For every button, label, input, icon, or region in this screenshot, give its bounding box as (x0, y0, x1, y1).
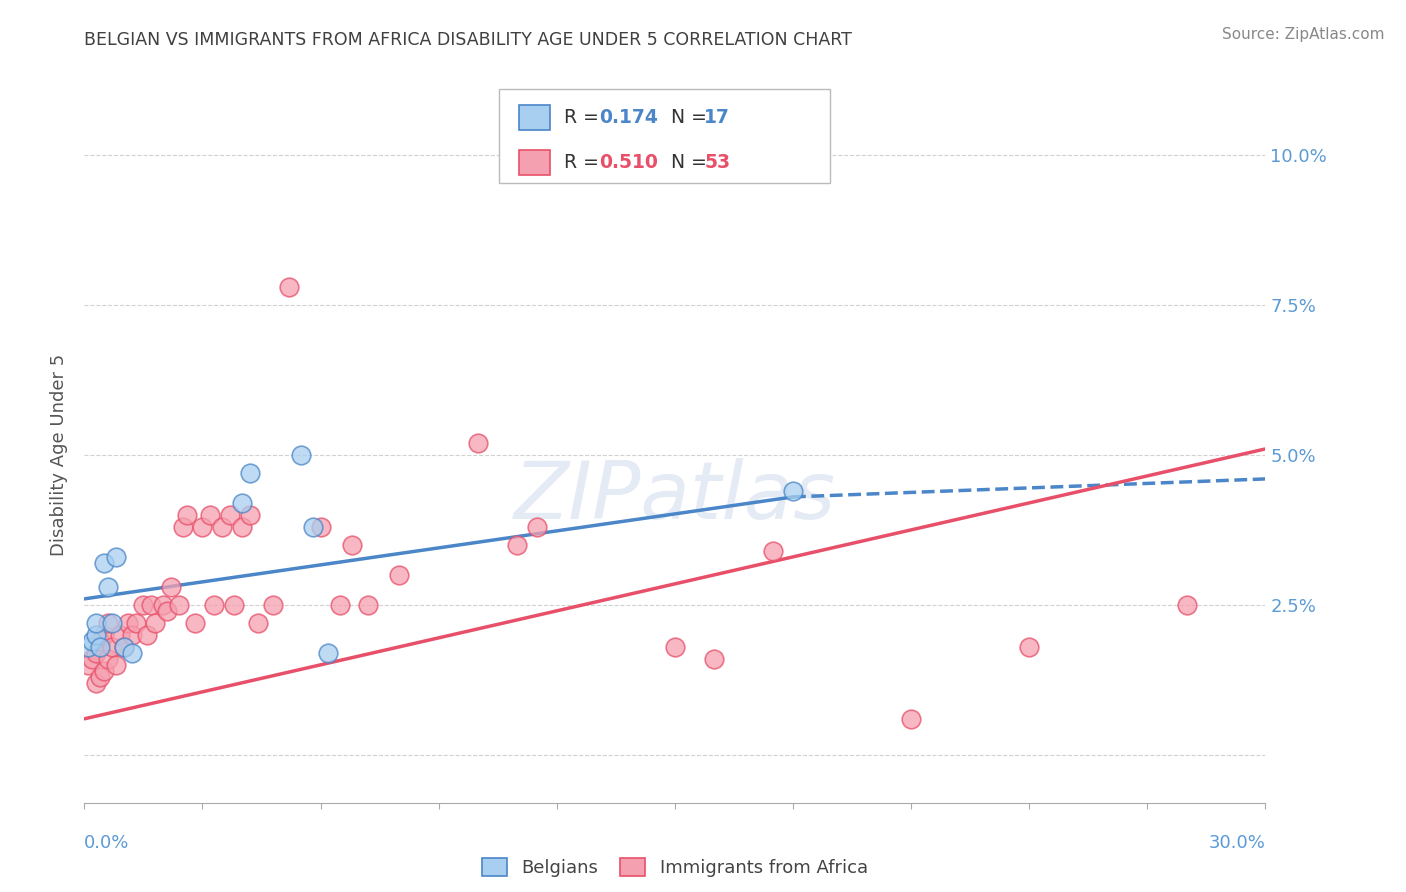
Text: R =: R = (564, 108, 605, 127)
Text: 53: 53 (704, 153, 731, 172)
Point (290, 448, 312, 462)
Point (301, 520, 323, 534)
Point (318, 646, 340, 660)
Point (121, 628, 143, 642)
Point (104, 657, 127, 672)
Point (143, 615, 166, 630)
Point (1018, 640, 1040, 654)
Point (84, 615, 107, 630)
Point (340, 538, 363, 552)
Point (191, 520, 214, 534)
Text: N =: N = (659, 153, 713, 172)
Point (93, 628, 115, 642)
Text: 0.0%: 0.0% (84, 834, 129, 852)
Point (97, 580, 120, 594)
Text: 17: 17 (704, 108, 730, 127)
Text: 0.510: 0.510 (599, 153, 658, 172)
Point (82, 633, 104, 648)
Point (104, 549, 127, 564)
Text: ZIPatlas: ZIPatlas (513, 458, 837, 536)
Point (101, 615, 124, 630)
Point (117, 615, 139, 630)
Point (124, 615, 146, 630)
Point (211, 520, 233, 534)
Point (84, 676, 107, 690)
Point (97, 615, 120, 630)
Point (89, 670, 111, 684)
Point (262, 598, 284, 612)
Text: N =: N = (659, 108, 713, 127)
Point (231, 496, 253, 510)
Point (84, 628, 107, 642)
Point (506, 538, 529, 552)
Point (89, 633, 111, 648)
Point (200, 508, 222, 522)
Point (762, 544, 785, 558)
Point (239, 466, 262, 480)
Point (93, 556, 115, 570)
Point (112, 640, 135, 654)
Point (141, 598, 163, 612)
Point (84, 646, 107, 660)
Point (183, 615, 205, 630)
Point (136, 628, 159, 642)
Point (329, 598, 352, 612)
Text: BELGIAN VS IMMIGRANTS FROM AFRICA DISABILITY AGE UNDER 5 CORRELATION CHART: BELGIAN VS IMMIGRANTS FROM AFRICA DISABI… (84, 31, 852, 49)
Point (101, 640, 124, 654)
Point (703, 652, 725, 666)
Point (152, 598, 174, 612)
Point (77, 640, 100, 654)
Point (160, 580, 183, 594)
Point (132, 598, 155, 612)
Point (222, 598, 245, 612)
Point (121, 646, 143, 660)
Point (82, 652, 104, 666)
Point (526, 520, 548, 534)
Point (246, 615, 269, 630)
Point (176, 508, 198, 522)
Point (77, 657, 100, 672)
Point (309, 520, 332, 534)
Point (202, 598, 225, 612)
Point (108, 628, 131, 642)
Point (97, 652, 120, 666)
Point (900, 712, 922, 726)
Point (112, 640, 135, 654)
Text: Source: ZipAtlas.com: Source: ZipAtlas.com (1222, 27, 1385, 42)
Text: 30.0%: 30.0% (1209, 834, 1265, 852)
Point (231, 520, 253, 534)
Point (167, 598, 190, 612)
Y-axis label: Disability Age Under 5: Disability Age Under 5 (49, 354, 67, 556)
Point (388, 567, 411, 582)
Point (239, 508, 262, 522)
Point (664, 640, 686, 654)
Point (89, 640, 111, 654)
Point (156, 604, 179, 618)
Point (219, 508, 242, 522)
Point (278, 280, 301, 294)
Point (782, 483, 804, 498)
Point (357, 598, 380, 612)
Legend: Belgians, Immigrants from Africa: Belgians, Immigrants from Africa (475, 851, 875, 884)
Point (467, 436, 489, 450)
Text: R =: R = (564, 153, 605, 172)
Point (172, 520, 194, 534)
Point (93, 664, 115, 678)
Point (1175, 598, 1198, 612)
Text: 0.174: 0.174 (599, 108, 658, 127)
